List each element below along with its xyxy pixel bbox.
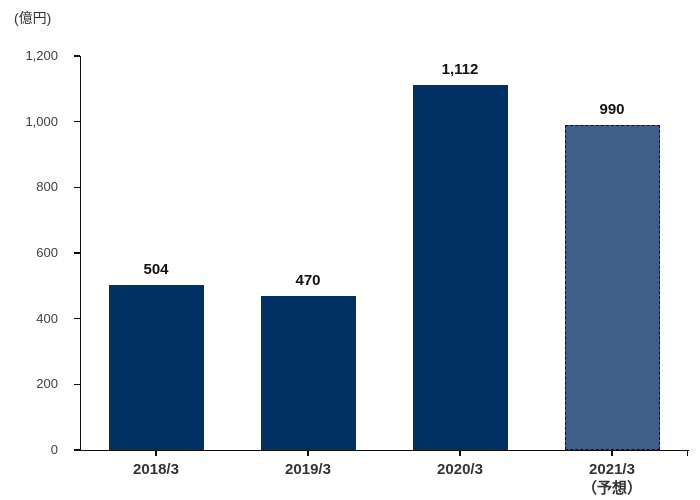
y-axis-tick: [74, 252, 80, 254]
y-axis-tick: [74, 317, 80, 320]
y-axis-tick-label: 0: [50, 442, 58, 457]
y-axis-tick: [74, 449, 80, 451]
category-label: 2020/3: [437, 461, 483, 478]
category-label: 2018/3: [133, 461, 179, 478]
bar-2018/3: [108, 284, 204, 450]
y-axis-tick-label: 800: [36, 179, 58, 195]
y-axis-tick: [74, 186, 80, 189]
x-axis-tick: [611, 450, 613, 456]
x-axis-end-tick: [686, 450, 688, 456]
y-axis-tick-label: 200: [36, 376, 58, 392]
y-axis-tick-label: 1,200: [25, 48, 58, 63]
category-label: 2019/3: [285, 461, 331, 478]
bar-2020/3: [412, 84, 508, 450]
x-axis-tick: [155, 450, 157, 456]
x-axis-tick: [307, 450, 309, 456]
bar-forecast-2021/3: [564, 124, 660, 450]
category-label: 2021/3 （予想）: [581, 461, 642, 497]
y-axis-tick-label: 400: [36, 310, 58, 326]
value-label: 470: [295, 271, 321, 289]
y-axis-tick: [74, 55, 80, 57]
y-axis-tick-label: 1,000: [25, 113, 58, 129]
value-label: 504: [143, 260, 169, 278]
plot-area: [80, 56, 689, 451]
bar-2019/3: [260, 295, 356, 450]
y-axis-tick: [74, 383, 80, 386]
y-axis-tick-label: 600: [36, 245, 58, 260]
y-axis-tick: [74, 120, 80, 123]
y-axis-unit-label: (億円): [14, 10, 52, 26]
x-axis-tick: [459, 450, 461, 456]
value-label: 990: [599, 100, 625, 118]
value-label: 1,112: [441, 60, 479, 78]
